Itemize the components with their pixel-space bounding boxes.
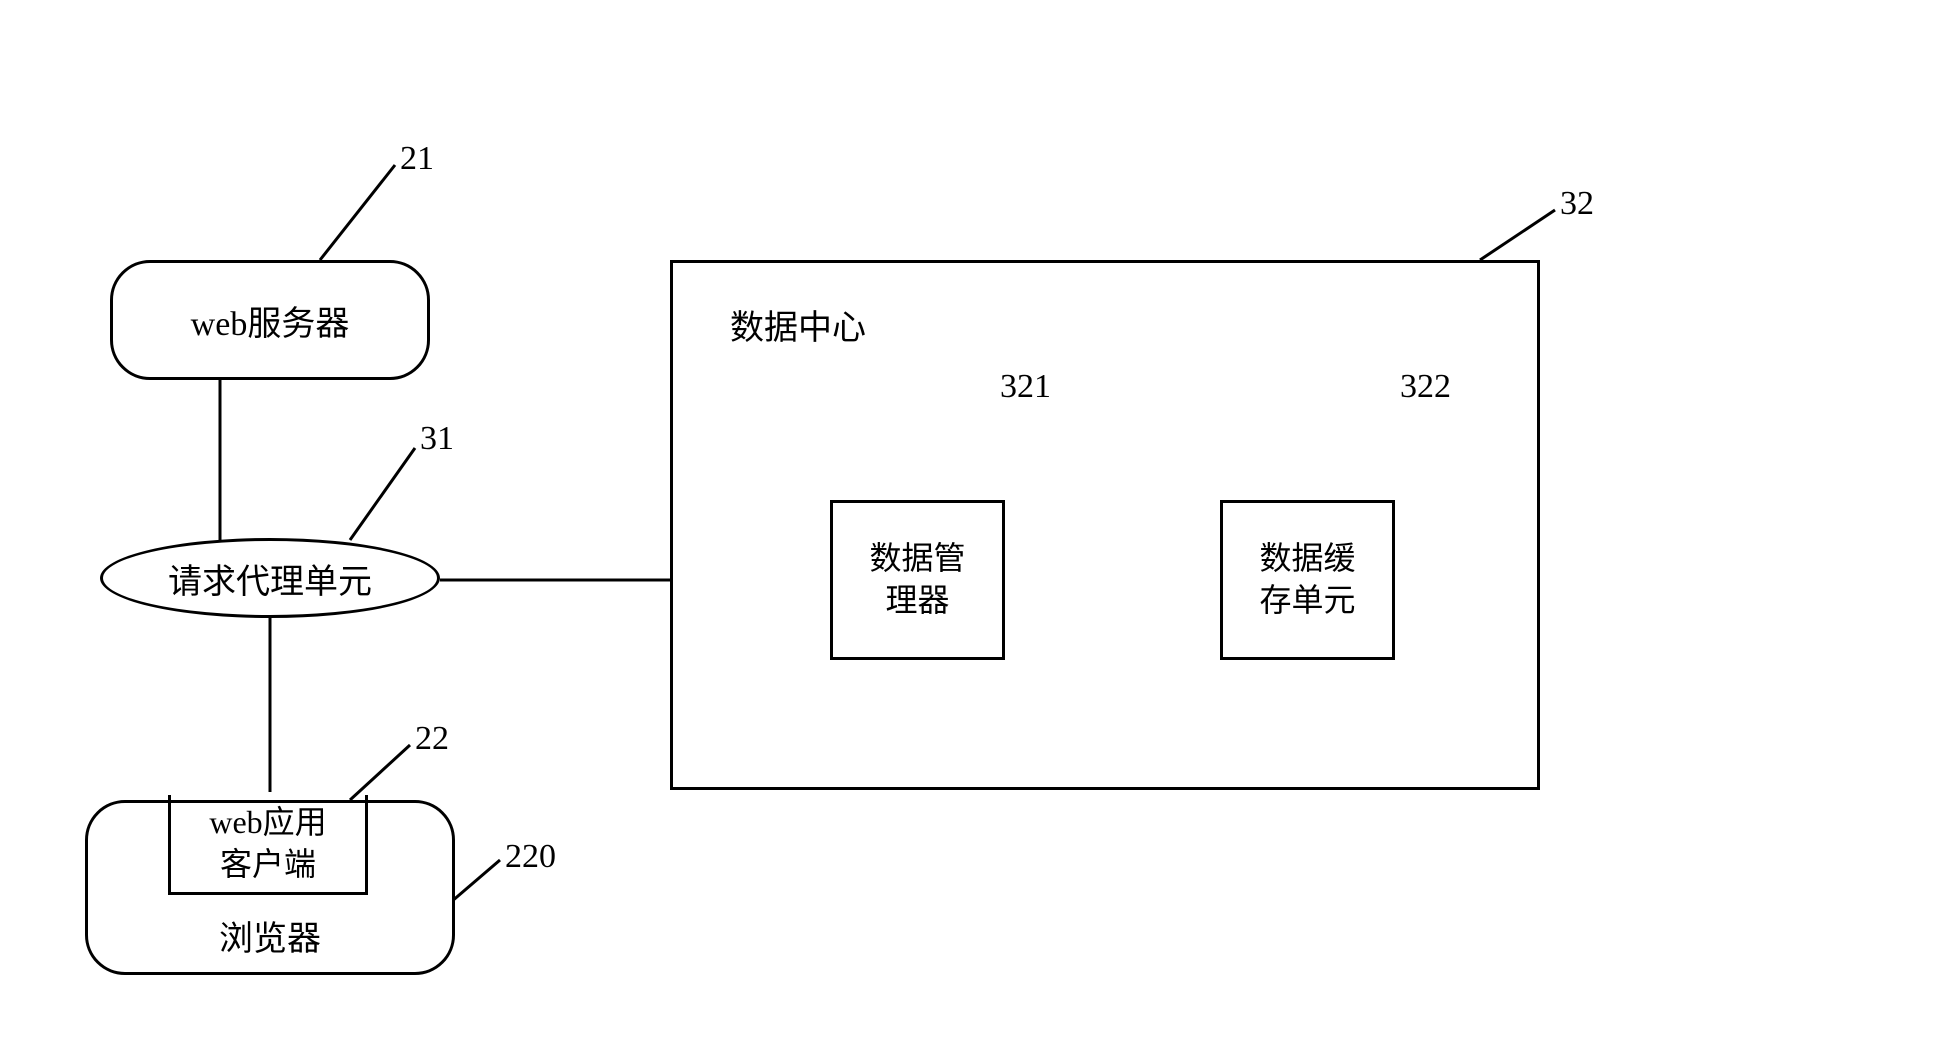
data-center-title: 数据中心: [730, 300, 866, 349]
proxy-node: 请求代理单元: [100, 538, 440, 618]
data-manager-ref: 321: [1000, 368, 1051, 406]
web-server-label: web服务器: [191, 296, 350, 345]
data-cache-ref: 322: [1400, 368, 1451, 406]
data-manager-node: 数据管 理器: [830, 500, 1005, 660]
data-center-ref: 32: [1560, 185, 1594, 223]
architecture-diagram: web服务器 21 请求代理单元 31 web应用 客户端 浏览器 22 220…: [0, 0, 1948, 1052]
proxy-label: 请求代理单元: [168, 554, 372, 603]
data-cache-label-line2: 存单元: [1259, 580, 1355, 622]
leader-web-server: [320, 165, 395, 260]
data-cache-label-line1: 数据缓: [1259, 538, 1355, 580]
proxy-ref: 31: [420, 420, 454, 458]
web-client-ref: 22: [415, 720, 449, 758]
browser-label: 浏览器: [88, 911, 452, 960]
browser-ref: 220: [505, 838, 556, 876]
data-cache-node: 数据缓 存单元: [1220, 500, 1395, 660]
browser-node: web应用 客户端 浏览器: [85, 800, 455, 975]
web-client-label-line2: 客户端: [220, 844, 316, 886]
data-manager-label-line2: 理器: [885, 580, 949, 622]
leader-data-center: [1480, 210, 1555, 260]
data-manager-label-line1: 数据管: [869, 538, 965, 580]
web-client-label-line1: web应用: [209, 802, 326, 844]
leader-web-client: [350, 745, 410, 800]
web-server-node: web服务器: [110, 260, 430, 380]
web-server-ref: 21: [400, 140, 434, 178]
web-client-node: web应用 客户端: [168, 795, 368, 895]
leader-proxy: [350, 448, 415, 540]
